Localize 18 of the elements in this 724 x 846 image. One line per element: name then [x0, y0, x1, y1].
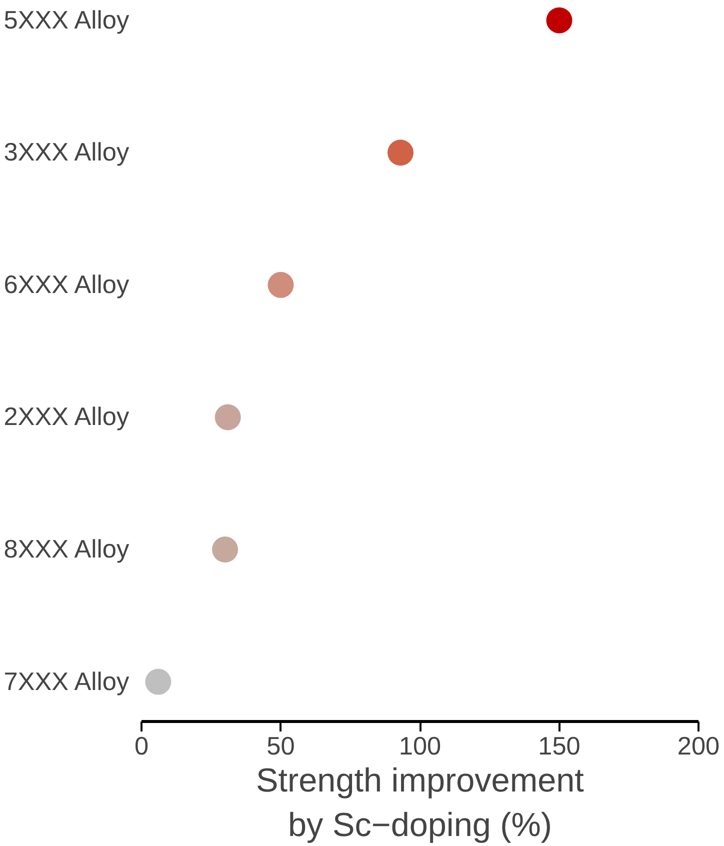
- x-tick-label: 0: [134, 732, 149, 760]
- y-tick-label: 8XXX Alloy: [4, 536, 130, 564]
- y-tick-label: 7XXX Alloy: [4, 668, 130, 696]
- y-tick-label: 6XXX Alloy: [4, 270, 130, 299]
- y-tick-label: 5XXX Alloy: [4, 6, 130, 34]
- x-axis-title: Strength improvement by Sc−doping (%): [256, 762, 585, 844]
- point: [268, 272, 294, 298]
- x-tick-label: 150: [538, 732, 580, 760]
- x-tick-label: 50: [266, 732, 295, 760]
- x-tick-label: 200: [677, 732, 720, 760]
- y-tick-label: 3XXX Alloy: [4, 138, 130, 167]
- y-tick-label: 2XXX Alloy: [4, 403, 130, 432]
- x-tick-label: 100: [398, 732, 442, 760]
- point: [388, 140, 414, 166]
- point: [546, 7, 572, 34]
- point: [145, 668, 172, 695]
- point: [212, 536, 238, 562]
- point: [214, 404, 241, 430]
